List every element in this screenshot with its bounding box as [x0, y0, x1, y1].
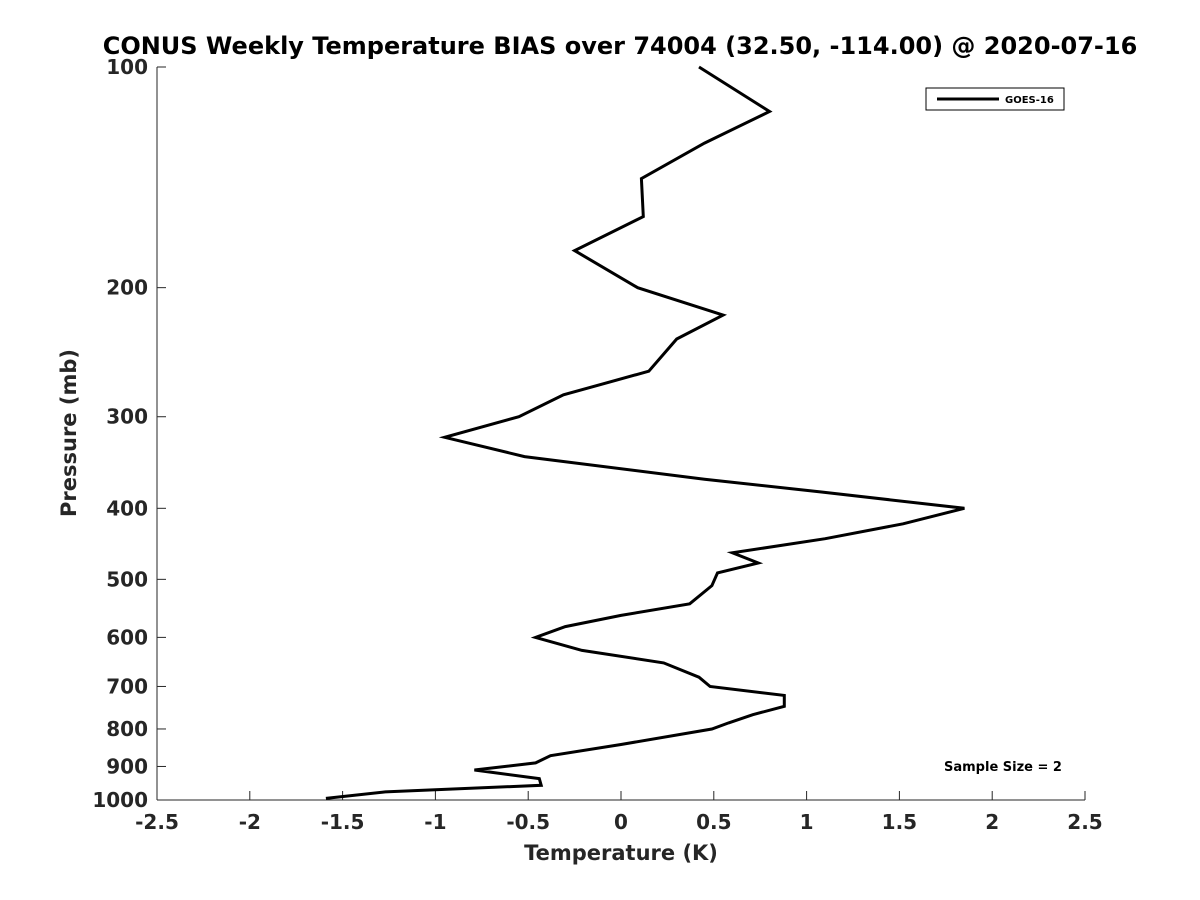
- y-tick-label: 600: [106, 625, 148, 649]
- x-tick-label: -1: [424, 810, 446, 834]
- y-tick-label: 300: [106, 405, 148, 429]
- legend-label-goes-16: GOES-16: [1005, 95, 1054, 106]
- x-tick-label: 0.5: [696, 810, 731, 834]
- y-axis-ticks: 100 200 300 400 500 600 700 800 900 1000: [92, 55, 166, 812]
- x-tick-label: 0: [614, 810, 628, 834]
- x-tick-label: 2: [985, 810, 999, 834]
- chart-title: CONUS Weekly Temperature BIAS over 74004…: [103, 32, 1138, 60]
- x-tick-label: -2: [239, 810, 261, 834]
- x-tick-label: 1.5: [882, 810, 917, 834]
- y-tick-label: 100: [106, 55, 148, 79]
- series-layer: [325, 65, 965, 800]
- x-axis-label: Temperature (K): [524, 841, 718, 865]
- y-axis-label: Pressure (mb): [57, 349, 81, 517]
- y-tick-label: 900: [106, 754, 148, 778]
- x-tick-label: 2.5: [1067, 810, 1102, 834]
- y-tick-label: 700: [106, 674, 148, 698]
- y-tick-label: 400: [106, 496, 148, 520]
- y-tick-label: 500: [106, 567, 148, 591]
- x-tick-label: 1: [800, 810, 814, 834]
- legend: GOES-16: [925, 87, 1065, 111]
- sample-size-annotation: Sample Size = 2: [944, 760, 1062, 775]
- x-axis-ticks: -2.5 -2 -1.5 -1 -0.5 0 0.5 1 1.5 2 2.5: [135, 791, 1103, 834]
- x-tick-label: -0.5: [506, 810, 550, 834]
- x-tick-label: -1.5: [321, 810, 365, 834]
- plot-area: [157, 67, 1085, 800]
- y-tick-label: 200: [106, 276, 148, 300]
- x-tick-label: -2.5: [135, 810, 179, 834]
- series-line-goes-16: [325, 65, 965, 800]
- y-tick-label: 1000: [92, 788, 148, 812]
- y-tick-label: 800: [106, 717, 148, 741]
